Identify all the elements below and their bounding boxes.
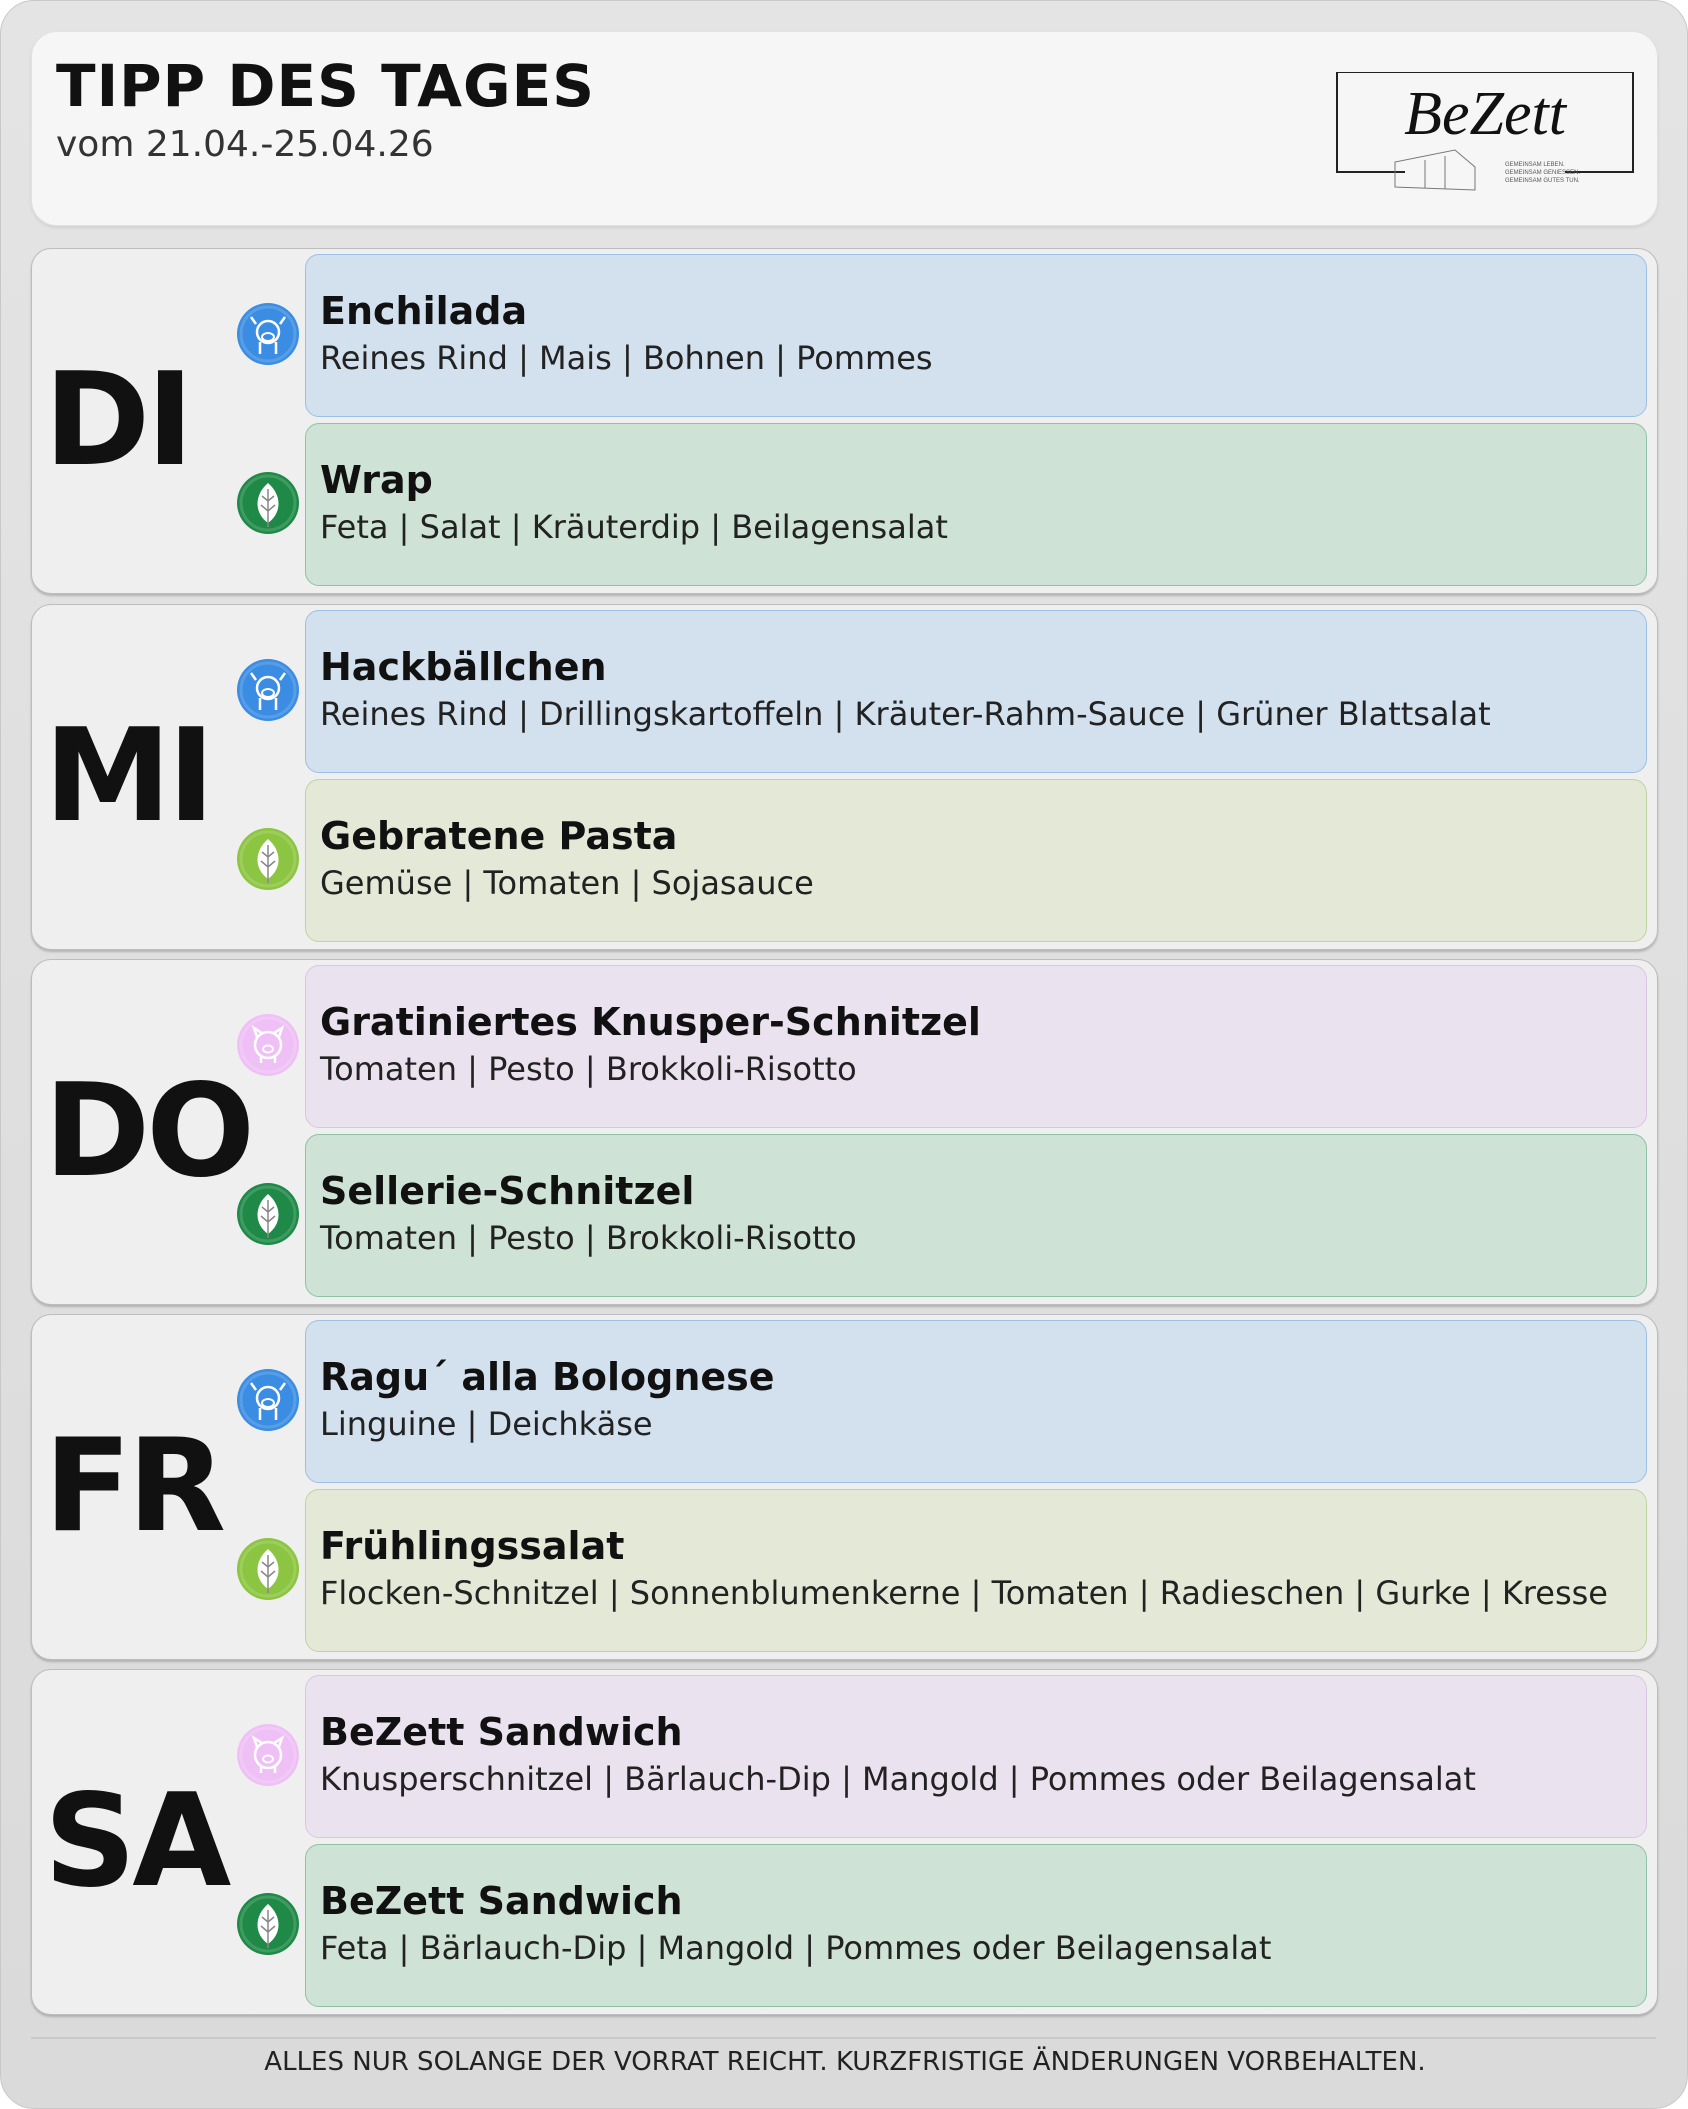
date-range: vom 21.04.-25.04.26 <box>56 124 434 165</box>
day-block-di: DI Enchilada Reines Rind | Mais | Bohnen… <box>31 248 1658 594</box>
footer-divider <box>31 2037 1656 2039</box>
leaf-vegan-icon <box>237 1183 299 1245</box>
day-block-fr: FR Ragu´ alla Bolognese Linguine | Deich… <box>31 1314 1658 1660</box>
svg-text:GEMEINSAM GUTES TUN.: GEMEINSAM GUTES TUN. <box>1505 178 1580 184</box>
leaf-vegan-icon <box>237 472 299 534</box>
dish-name: Ragu´ alla Bolognese <box>320 1355 775 1399</box>
svg-text:GEMEINSAM GENIESSEN.: GEMEINSAM GENIESSEN. <box>1505 170 1580 176</box>
cow-beef-icon <box>237 659 299 721</box>
bezett-logo: BeZett GEMEINSAM LEBEN. GEMEINSAM GENIES… <box>1336 72 1634 191</box>
day-label: DI <box>44 346 194 495</box>
dish-card: Hackbällchen Reines Rind | Drillingskart… <box>305 610 1647 773</box>
dish-card: Ragu´ alla Bolognese Linguine | Deichkäs… <box>305 1320 1647 1483</box>
cow-beef-icon <box>237 303 299 365</box>
dish-card: Sellerie-Schnitzel Tomaten | Pesto | Bro… <box>305 1134 1647 1297</box>
cow-beef-icon <box>237 1369 299 1431</box>
dish-name: Wrap <box>320 458 433 502</box>
day-label: DO <box>44 1057 255 1206</box>
dish-description: Tomaten | Pesto | Brokkoli-Risotto <box>320 1050 857 1088</box>
day-block-mi: MI Hackbällchen Reines Rind | Drillingsk… <box>31 604 1658 950</box>
day-label: FR <box>44 1412 226 1561</box>
dish-name: BeZett Sandwich <box>320 1879 683 1923</box>
dish-card: Enchilada Reines Rind | Mais | Bohnen | … <box>305 254 1647 417</box>
dish-card: BeZett Sandwich Feta | Bärlauch-Dip | Ma… <box>305 1844 1647 2007</box>
dish-card: Gratiniertes Knusper-Schnitzel Tomaten |… <box>305 965 1647 1128</box>
pig-pork-icon <box>237 1014 299 1076</box>
leaf-vegetarian-icon <box>237 828 299 890</box>
dish-card: Wrap Feta | Salat | Kräuterdip | Beilage… <box>305 423 1647 586</box>
dish-card: Gebratene Pasta Gemüse | Tomaten | Sojas… <box>305 779 1647 942</box>
dish-name: Enchilada <box>320 289 528 333</box>
svg-text:BeZett: BeZett <box>1404 80 1568 148</box>
dish-description: Reines Rind | Drillingskartoffeln | Kräu… <box>320 695 1491 733</box>
dish-name: Hackbällchen <box>320 645 607 689</box>
day-block-do: DO Gratiniertes Knusper-Schnitzel Tomate… <box>31 959 1658 1305</box>
dish-description: Feta | Bärlauch-Dip | Mangold | Pommes o… <box>320 1929 1272 1967</box>
dish-card: BeZett Sandwich Knusperschnitzel | Bärla… <box>305 1675 1647 1838</box>
dish-description: Linguine | Deichkäse <box>320 1405 653 1443</box>
svg-text:GEMEINSAM LEBEN.: GEMEINSAM LEBEN. <box>1505 162 1565 168</box>
dish-name: Sellerie-Schnitzel <box>320 1169 695 1213</box>
dish-description: Tomaten | Pesto | Brokkoli-Risotto <box>320 1219 857 1257</box>
header: TIPP DES TAGES vom 21.04.-25.04.26 BeZet… <box>31 31 1658 226</box>
day-label: MI <box>44 702 215 851</box>
dish-card: Frühlingssalat Flocken-Schnitzel | Sonne… <box>305 1489 1647 1652</box>
day-block-sa: SA BeZett Sandwich Knusperschnitzel | Bä… <box>31 1669 1658 2015</box>
page-title: TIPP DES TAGES <box>56 52 596 120</box>
dish-description: Gemüse | Tomaten | Sojasauce <box>320 864 814 902</box>
leaf-vegetarian-icon <box>237 1538 299 1600</box>
dish-name: Frühlingssalat <box>320 1524 625 1568</box>
day-label: SA <box>44 1767 231 1916</box>
pig-pork-icon <box>237 1724 299 1786</box>
dish-name: Gebratene Pasta <box>320 814 678 858</box>
dish-description: Knusperschnitzel | Bärlauch-Dip | Mangol… <box>320 1760 1476 1798</box>
dish-description: Reines Rind | Mais | Bohnen | Pommes <box>320 339 933 377</box>
footer-note: ALLES NUR SOLANGE DER VORRAT REICHT. KUR… <box>264 2047 1426 2077</box>
dish-description: Feta | Salat | Kräuterdip | Beilagensala… <box>320 508 948 546</box>
dish-name: Gratiniertes Knusper-Schnitzel <box>320 1000 981 1044</box>
leaf-vegan-icon <box>237 1893 299 1955</box>
dish-name: BeZett Sandwich <box>320 1710 683 1754</box>
dish-description: Flocken-Schnitzel | Sonnenblumenkerne | … <box>320 1574 1608 1612</box>
